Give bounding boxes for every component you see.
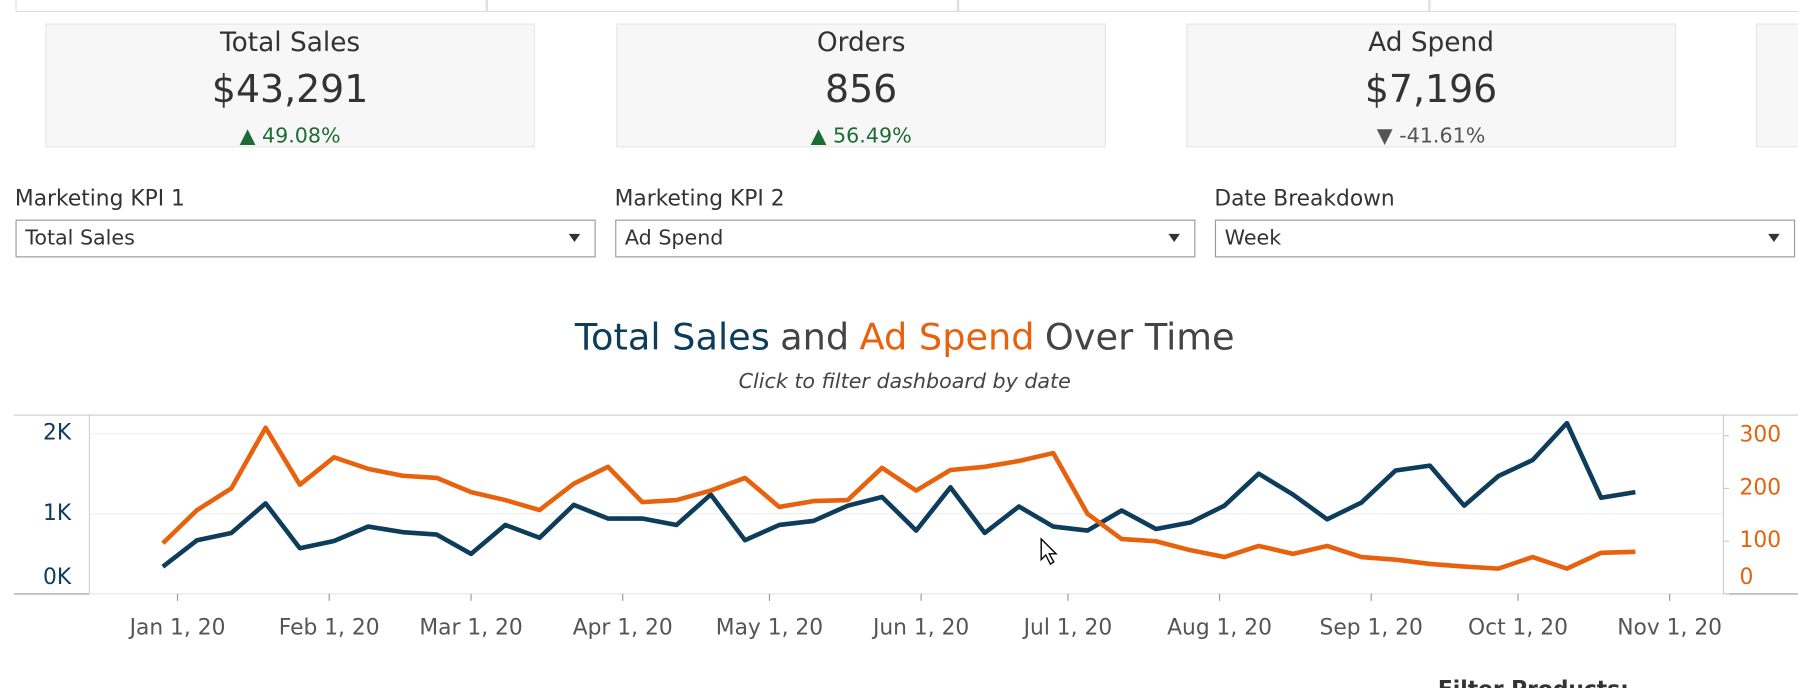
series-line: [161, 420, 1636, 569]
filter-label: Marketing KPI 1: [15, 187, 185, 212]
kpi-title: Total Sales: [219, 28, 360, 58]
dropdown-arrow: [1168, 233, 1180, 242]
dropdown[interactable]: [615, 219, 1196, 258]
x-tick-label: May 1, 20: [716, 615, 823, 640]
y2-tick-label: 100: [1740, 528, 1782, 553]
x-tick-label: Nov 1, 20: [1617, 615, 1722, 640]
filter-label: Date Breakdown: [1214, 187, 1394, 212]
y-tick-label: 1K: [43, 501, 72, 526]
kpi-card-partial: [1756, 23, 1798, 148]
x-tick-label: Feb 1, 20: [279, 615, 380, 640]
x-tick-label: Jan 1, 20: [128, 615, 226, 640]
x-tick-label: Jul 1, 20: [1022, 615, 1113, 640]
x-tick-label: Jun 1, 20: [871, 615, 969, 640]
x-tick-label: Aug 1, 20: [1167, 615, 1272, 640]
dropdown[interactable]: [1214, 219, 1796, 258]
title-part: and: [780, 315, 849, 358]
strip-cell: [486, 0, 959, 13]
kpi-value: $43,291: [212, 67, 368, 111]
y2-tick-label: 200: [1740, 475, 1782, 500]
title-part: Ad Spend: [860, 315, 1035, 358]
title-part: Over Time: [1045, 315, 1235, 358]
title-part: Total Sales: [574, 315, 770, 358]
kpi-card: [1186, 23, 1676, 148]
filter-label: Marketing KPI 2: [615, 187, 785, 212]
x-tick-label: Apr 1, 20: [573, 615, 673, 640]
x-tick-label: Sep 1, 20: [1320, 615, 1423, 640]
dropdown[interactable]: [15, 219, 596, 258]
kpi-delta: ▲ 49.08%: [240, 123, 341, 147]
dropdown-arrow: [1768, 233, 1780, 242]
footer-label: Filter Products:: [1438, 677, 1629, 688]
y2-tick-label: 0: [1740, 565, 1754, 590]
kpi-value: $7,196: [1365, 67, 1497, 111]
kpi-card: [616, 23, 1106, 148]
y-tick-label: 0K: [43, 565, 72, 590]
strip-cell: [1429, 0, 1798, 13]
dropdown-value: Week: [1225, 226, 1282, 250]
dropdown-value: Ad Spend: [625, 226, 723, 250]
cursor: [1040, 537, 1058, 566]
kpi-card: [45, 23, 535, 148]
top-strip: [15, 0, 1798, 13]
series-line: [161, 425, 1636, 571]
kpi-delta: ▼ -41.61%: [1377, 123, 1486, 147]
y2-tick-label: 300: [1740, 423, 1782, 448]
chart-title: Total Sales and Ad Spend Over Time: [574, 315, 1235, 358]
kpi-title: Ad Spend: [1368, 28, 1494, 58]
strip-cell: [958, 0, 1430, 13]
kpi-value: 856: [825, 67, 897, 111]
kpi-delta: ▲ 56.49%: [811, 123, 912, 147]
dropdown-value: Total Sales: [24, 226, 135, 250]
kpi-title: Orders: [817, 28, 906, 58]
chart-subtitle: Click to filter dashboard by date: [739, 369, 1071, 393]
x-tick-label: Mar 1, 20: [419, 615, 522, 640]
y-tick-label: 2K: [43, 421, 72, 446]
dropdown-arrow: [568, 233, 581, 242]
x-tick-label: Oct 1, 20: [1468, 615, 1568, 640]
strip-cell: [15, 0, 487, 13]
